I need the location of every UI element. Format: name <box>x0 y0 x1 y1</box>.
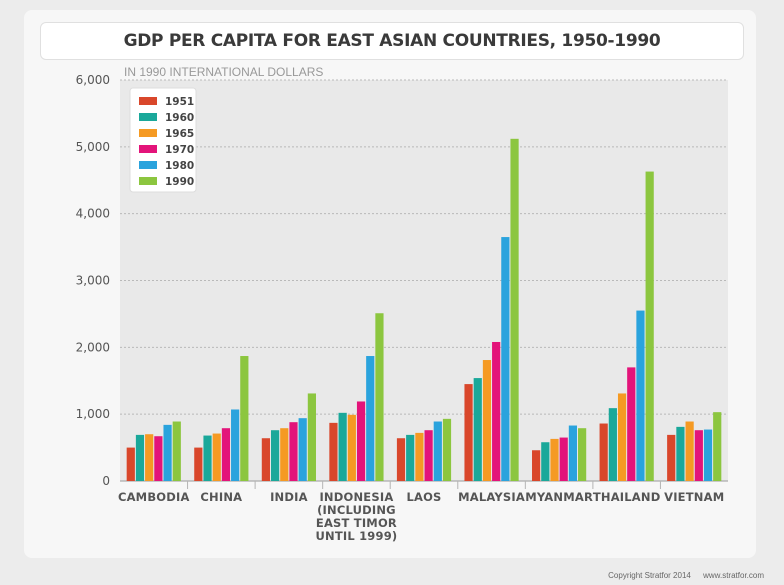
bar <box>338 412 347 481</box>
y-tick-label: 1,000 <box>76 407 110 421</box>
bar <box>532 450 541 481</box>
bar <box>568 425 578 481</box>
y-tick-label: 3,000 <box>76 274 110 288</box>
bar <box>135 434 145 481</box>
legend-swatch <box>139 145 157 153</box>
bar <box>694 430 703 481</box>
bar <box>482 360 492 481</box>
bar <box>347 414 356 481</box>
legend-swatch <box>139 177 157 185</box>
bar <box>645 171 654 482</box>
bar <box>501 237 510 481</box>
bar <box>608 408 617 481</box>
bar <box>510 138 519 481</box>
bar <box>356 401 366 481</box>
bar <box>492 341 501 481</box>
legend-label: 1970 <box>165 144 194 156</box>
bar <box>667 434 676 481</box>
x-tick-label: (INCLUDING <box>317 503 396 517</box>
bar <box>298 418 307 481</box>
bar <box>424 430 433 481</box>
x-tick-label: INDIA <box>270 490 308 504</box>
bar <box>473 378 482 481</box>
bar <box>464 384 473 481</box>
footer-url[interactable]: www.stratfor.com <box>703 571 764 580</box>
legend-swatch <box>139 97 157 105</box>
bar <box>289 422 298 481</box>
bar <box>406 434 415 481</box>
bar <box>240 356 249 481</box>
bar <box>541 442 550 481</box>
x-tick-label: LAOS <box>406 490 441 504</box>
y-axis-label: IN 1990 INTERNATIONAL DOLLARS <box>124 65 323 79</box>
x-tick-label: MALAYSIA <box>458 490 525 504</box>
bar <box>599 423 608 481</box>
bar <box>221 428 231 481</box>
x-tick-label: UNTIL 1999) <box>315 529 397 543</box>
bar <box>172 421 181 481</box>
bar <box>685 421 694 481</box>
bar <box>154 436 163 481</box>
bar <box>261 438 270 481</box>
x-tick-label: EAST TIMOR <box>316 516 397 530</box>
bar <box>627 367 636 481</box>
legend-label: 1960 <box>165 112 194 124</box>
bar <box>145 434 154 481</box>
bar <box>676 426 685 481</box>
bar <box>415 432 424 481</box>
chart-title: GDP PER CAPITA FOR EAST ASIAN COUNTRIES,… <box>123 31 661 51</box>
legend-swatch <box>139 161 157 169</box>
bar <box>203 435 212 481</box>
footer: Copyright Stratfor 2014 www.stratfor.com <box>598 571 764 580</box>
bar <box>329 422 338 481</box>
x-tick-label: MYANMAR <box>525 490 593 504</box>
x-tick-label: INDONESIA <box>319 490 393 504</box>
bar <box>433 421 442 481</box>
bar <box>559 437 568 481</box>
legend-swatch <box>139 129 157 137</box>
y-tick-label: 5,000 <box>76 140 110 154</box>
bar <box>550 438 559 481</box>
bar <box>307 393 316 481</box>
x-tick-label: CHINA <box>200 490 242 504</box>
legend-label: 1990 <box>165 176 194 188</box>
bar <box>126 447 135 481</box>
bar <box>713 412 722 481</box>
legend-label: 1965 <box>165 128 194 140</box>
bar <box>231 409 240 481</box>
bar <box>636 310 645 481</box>
title-bar: GDP PER CAPITA FOR EAST ASIAN COUNTRIES,… <box>40 22 744 60</box>
bar <box>212 433 221 481</box>
x-tick-label: VIETNAM <box>664 490 724 504</box>
y-tick-label: 0 <box>102 474 110 488</box>
bar <box>270 430 280 481</box>
y-tick-label: 4,000 <box>76 207 110 221</box>
bar <box>375 313 384 481</box>
bar <box>703 429 713 481</box>
legend-swatch <box>139 113 157 121</box>
legend-label: 1951 <box>165 96 194 108</box>
y-tick-label: 6,000 <box>76 73 110 87</box>
bar <box>366 356 375 481</box>
bar <box>442 418 452 481</box>
bar <box>280 428 289 481</box>
legend-label: 1980 <box>165 160 194 172</box>
x-tick-label: THAILAND <box>593 490 661 504</box>
copyright-text: Copyright Stratfor 2014 <box>608 571 691 580</box>
bar <box>578 428 587 481</box>
bar <box>163 424 172 481</box>
bar <box>617 393 627 481</box>
bar <box>194 447 203 481</box>
bar <box>396 438 406 481</box>
x-tick-label: CAMBODIA <box>118 490 190 504</box>
y-tick-label: 2,000 <box>76 340 110 354</box>
